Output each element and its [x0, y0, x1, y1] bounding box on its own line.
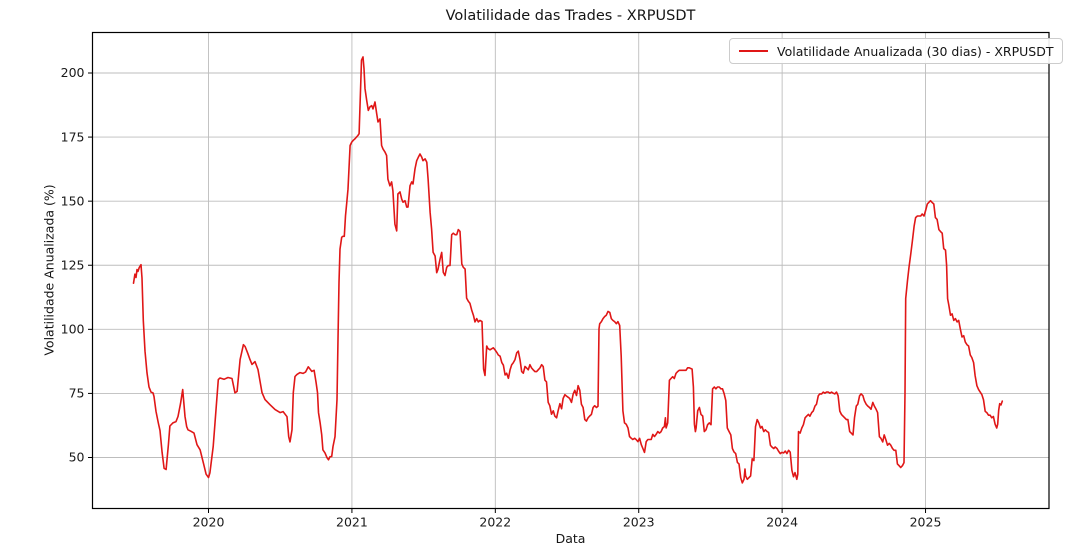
x-tick-label: 2025 [910, 515, 942, 530]
x-axis-title: Data [555, 531, 586, 546]
y-axis-title: Volatilidade Anualizada (%) [41, 184, 57, 356]
x-tick-label: 2021 [336, 515, 368, 530]
volatility-line [132, 56, 1004, 484]
x-tick-label: 2023 [623, 515, 655, 530]
y-tick-label: 50 [69, 450, 85, 465]
y-tick-label: 75 [69, 386, 85, 401]
y-tick-label: 125 [61, 257, 85, 272]
x-tick-label: 2020 [193, 515, 225, 530]
legend: Volatilidade Anualizada (30 dias) - XRPU… [729, 38, 1064, 64]
y-tick-label: 150 [61, 193, 85, 208]
chart-title: Volatilidade das Trades - XRPUSDT [445, 8, 696, 24]
x-tick-label: 2024 [766, 515, 798, 530]
plot-border [91, 31, 1050, 510]
legend-line-sample-icon [739, 50, 768, 52]
y-tick-label: 175 [61, 129, 85, 144]
y-tick-label: 100 [61, 322, 85, 337]
x-tick-label: 2022 [479, 515, 511, 530]
y-tick-label: 200 [61, 65, 85, 80]
legend-label: Volatilidade Anualizada (30 dias) - XRPU… [777, 43, 1054, 59]
plot-area [92, 32, 1049, 509]
